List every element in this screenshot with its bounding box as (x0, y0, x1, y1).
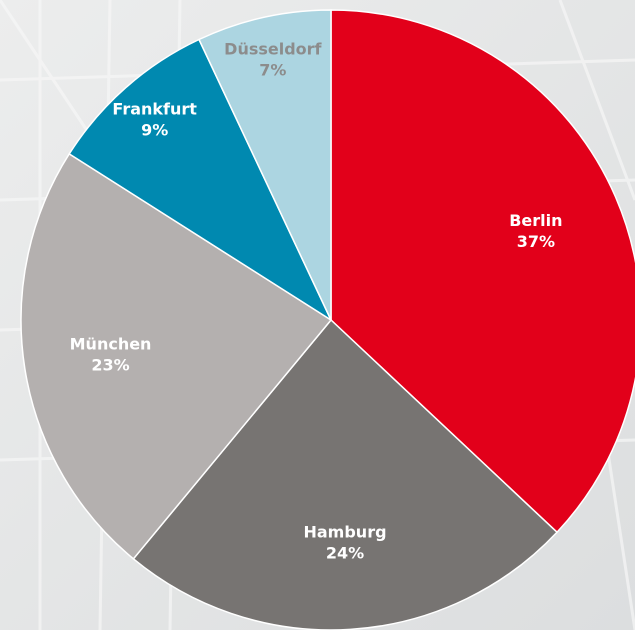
slice-value-label: 7% (259, 60, 286, 79)
pie-slice (330, 9, 635, 534)
pie-slice (20, 152, 333, 560)
pie-slice (68, 38, 333, 323)
slice-label: Düsseldorf (224, 39, 322, 58)
slice-value-label: 24% (326, 543, 364, 562)
pie-slice (132, 318, 559, 630)
slice-label: München (70, 334, 152, 353)
slice-label: Frankfurt (112, 100, 197, 119)
slice-label: Hamburg (303, 522, 386, 541)
slice-value-label: 37% (517, 232, 555, 251)
slice-value-label: 9% (141, 121, 168, 140)
pie-slice (198, 9, 332, 321)
slice-label: Berlin (509, 211, 562, 230)
slice-value-label: 23% (91, 355, 129, 374)
pie: Berlin 37% Hamburg 24% München 23% Frankfurt 9%… (20, 9, 635, 630)
